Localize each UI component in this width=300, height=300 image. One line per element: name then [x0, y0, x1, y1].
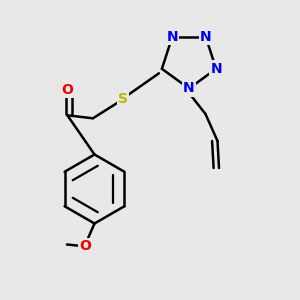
Text: N: N: [167, 30, 178, 44]
Text: O: O: [61, 83, 73, 97]
Text: N: N: [183, 82, 195, 95]
Text: S: S: [118, 92, 128, 106]
Text: O: O: [80, 239, 92, 253]
Text: N: N: [200, 30, 212, 44]
Text: N: N: [210, 62, 222, 76]
